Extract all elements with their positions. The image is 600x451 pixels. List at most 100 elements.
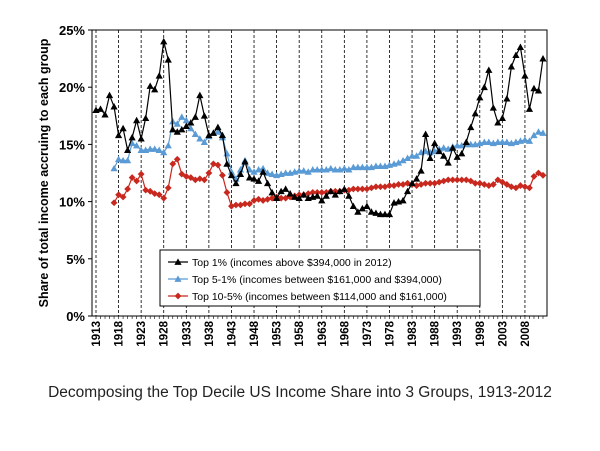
data-point xyxy=(173,128,181,135)
x-tick-label: 1918 xyxy=(114,320,126,346)
legend-box xyxy=(159,249,481,307)
data-point xyxy=(372,162,380,170)
x-tick-label: 1923 xyxy=(136,321,148,347)
data-point xyxy=(151,190,159,197)
data-point xyxy=(327,187,335,195)
legend: Top 1% (incomes above $394,000 in 2012) T… xyxy=(159,249,481,307)
data-point xyxy=(331,165,339,173)
data-point xyxy=(119,156,127,164)
data-point xyxy=(530,84,538,92)
data-point xyxy=(124,146,132,153)
data-point xyxy=(507,63,515,70)
data-point xyxy=(453,141,461,149)
data-point xyxy=(480,138,488,145)
data-point xyxy=(137,146,145,153)
data-point xyxy=(358,204,366,212)
data-point xyxy=(187,174,195,181)
data-point xyxy=(304,168,312,175)
data-point xyxy=(232,179,240,187)
data-point xyxy=(227,171,236,179)
y-axis-label: Share of total income accruing to each g… xyxy=(37,38,51,307)
data-point xyxy=(250,168,258,175)
data-point xyxy=(377,183,384,191)
x-tick-label: 1983 xyxy=(407,321,419,347)
data-point xyxy=(376,210,385,218)
data-point xyxy=(273,194,281,202)
data-point xyxy=(534,128,543,135)
data-point xyxy=(358,185,366,193)
data-point xyxy=(471,109,479,117)
data-point xyxy=(178,113,186,120)
data-point xyxy=(494,119,502,126)
data-point xyxy=(133,116,141,124)
data-point xyxy=(480,83,488,91)
data-point xyxy=(196,175,204,183)
x-tick-label: 2003 xyxy=(497,321,509,347)
data-point xyxy=(119,124,127,132)
data-point xyxy=(241,200,249,208)
data-point xyxy=(485,138,493,145)
data-point xyxy=(467,123,475,131)
data-point xyxy=(295,194,303,202)
data-point xyxy=(146,187,154,195)
x-tick-label: 1958 xyxy=(294,320,306,346)
data-point xyxy=(169,125,177,133)
data-point xyxy=(489,181,497,188)
series-top-1 xyxy=(92,37,547,218)
data-point xyxy=(422,179,430,187)
data-point xyxy=(376,162,385,170)
data-point xyxy=(408,179,416,187)
data-point xyxy=(363,202,371,210)
data-point xyxy=(467,177,475,185)
data-point xyxy=(291,193,299,200)
data-point xyxy=(200,112,208,119)
x-tick-label: 1998 xyxy=(475,320,487,346)
data-point xyxy=(300,191,308,198)
data-point xyxy=(164,56,172,63)
data-point xyxy=(155,72,163,79)
data-point xyxy=(282,185,290,192)
x-tick-label: 1953 xyxy=(272,321,284,347)
data-point xyxy=(155,146,163,153)
data-point xyxy=(340,185,348,192)
data-point xyxy=(160,37,168,45)
data-point xyxy=(110,103,118,110)
x-axis: 1913 1918 1923 1928 1933 1938 1943 1948 1953 1958… xyxy=(91,316,544,347)
data-point xyxy=(182,116,190,124)
data-point xyxy=(124,156,132,164)
legend-label: Top 10-5% (incomes between $114,000 and … xyxy=(192,291,447,303)
data-point xyxy=(431,147,439,155)
x-tick-label: 1933 xyxy=(181,321,193,347)
data-point xyxy=(403,187,412,195)
y-tick-label: 25% xyxy=(59,23,85,38)
x-tick-label: 1938 xyxy=(204,320,216,346)
data-point xyxy=(277,194,285,202)
data-point xyxy=(386,182,393,189)
data-point xyxy=(318,189,326,196)
x-tick-label: 2008 xyxy=(520,320,532,346)
data-point xyxy=(187,124,195,132)
data-point xyxy=(174,292,182,300)
data-point xyxy=(485,66,493,73)
data-point xyxy=(394,159,403,166)
data-point xyxy=(535,169,542,177)
y-axis: 0% 5% 10% 15% 20% 25% xyxy=(59,23,92,324)
data-point xyxy=(96,105,105,112)
data-point xyxy=(146,145,154,152)
y-tick-label: 0% xyxy=(66,309,85,324)
data-point xyxy=(105,91,114,99)
data-point xyxy=(155,191,163,199)
data-point xyxy=(182,122,190,129)
data-point xyxy=(218,131,227,139)
data-point xyxy=(498,178,506,186)
data-point xyxy=(255,195,262,203)
data-point xyxy=(485,182,493,189)
data-point xyxy=(196,91,204,99)
data-point xyxy=(349,163,357,171)
data-point xyxy=(327,164,335,172)
data-point xyxy=(214,128,222,135)
x-tick-label: 1943 xyxy=(226,321,238,347)
data-point xyxy=(115,191,122,199)
legend-label: Top 5-1% (incomes between $161,000 and $… xyxy=(192,274,442,286)
chart-caption: Decomposing the Top Decile US Income Sha… xyxy=(48,384,552,401)
